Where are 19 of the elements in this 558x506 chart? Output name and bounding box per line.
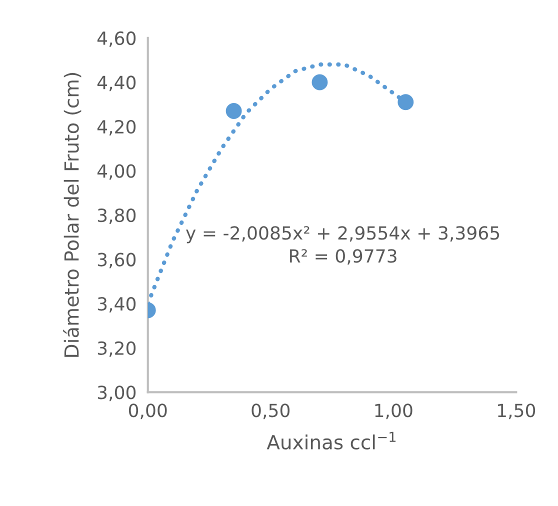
y-tick-label: 3,00 xyxy=(98,386,136,402)
y-tick-label: 4,00 xyxy=(97,164,136,180)
y-axis-title: Diámetro Polar del Fruto (cm) xyxy=(63,73,82,357)
y-tick-label: 3,60 xyxy=(98,252,136,268)
annotation: y = -2,0085x² + 2,9554x + 3,3965 xyxy=(186,226,500,244)
x-tick-label: 0,50 xyxy=(252,404,290,420)
y-tick-label: 3,80 xyxy=(98,208,136,224)
annotation: R² = 0,9773 xyxy=(290,249,396,265)
x-axis-title: Auxinas ccl$^{−1}$ xyxy=(266,432,396,450)
x-tick-label: 1,00 xyxy=(375,404,412,420)
point xyxy=(398,94,414,110)
y-tick-label: 4,20 xyxy=(97,120,136,136)
y-tick-label: 3,20 xyxy=(98,341,136,357)
x-tick-label: 1,50 xyxy=(498,404,536,420)
y-tick-label: 4,60 xyxy=(97,31,136,47)
point xyxy=(312,74,328,90)
y-tick-label: 4,40 xyxy=(97,76,136,92)
x-tick-label: 0,00 xyxy=(128,404,167,420)
y-tick-label: 3,40 xyxy=(98,297,136,313)
